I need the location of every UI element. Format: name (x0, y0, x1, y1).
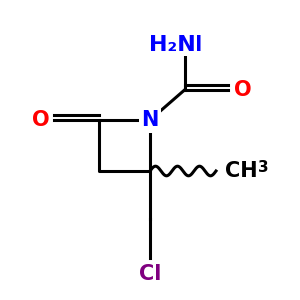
Text: O: O (234, 80, 252, 100)
Text: CH: CH (225, 161, 258, 181)
Text: H: H (167, 35, 184, 55)
Text: Cl: Cl (139, 264, 161, 284)
Text: 3: 3 (258, 160, 268, 175)
Text: N: N (184, 35, 202, 55)
Text: H₂N: H₂N (149, 35, 196, 55)
Text: N: N (141, 110, 159, 130)
Text: O: O (32, 110, 49, 130)
